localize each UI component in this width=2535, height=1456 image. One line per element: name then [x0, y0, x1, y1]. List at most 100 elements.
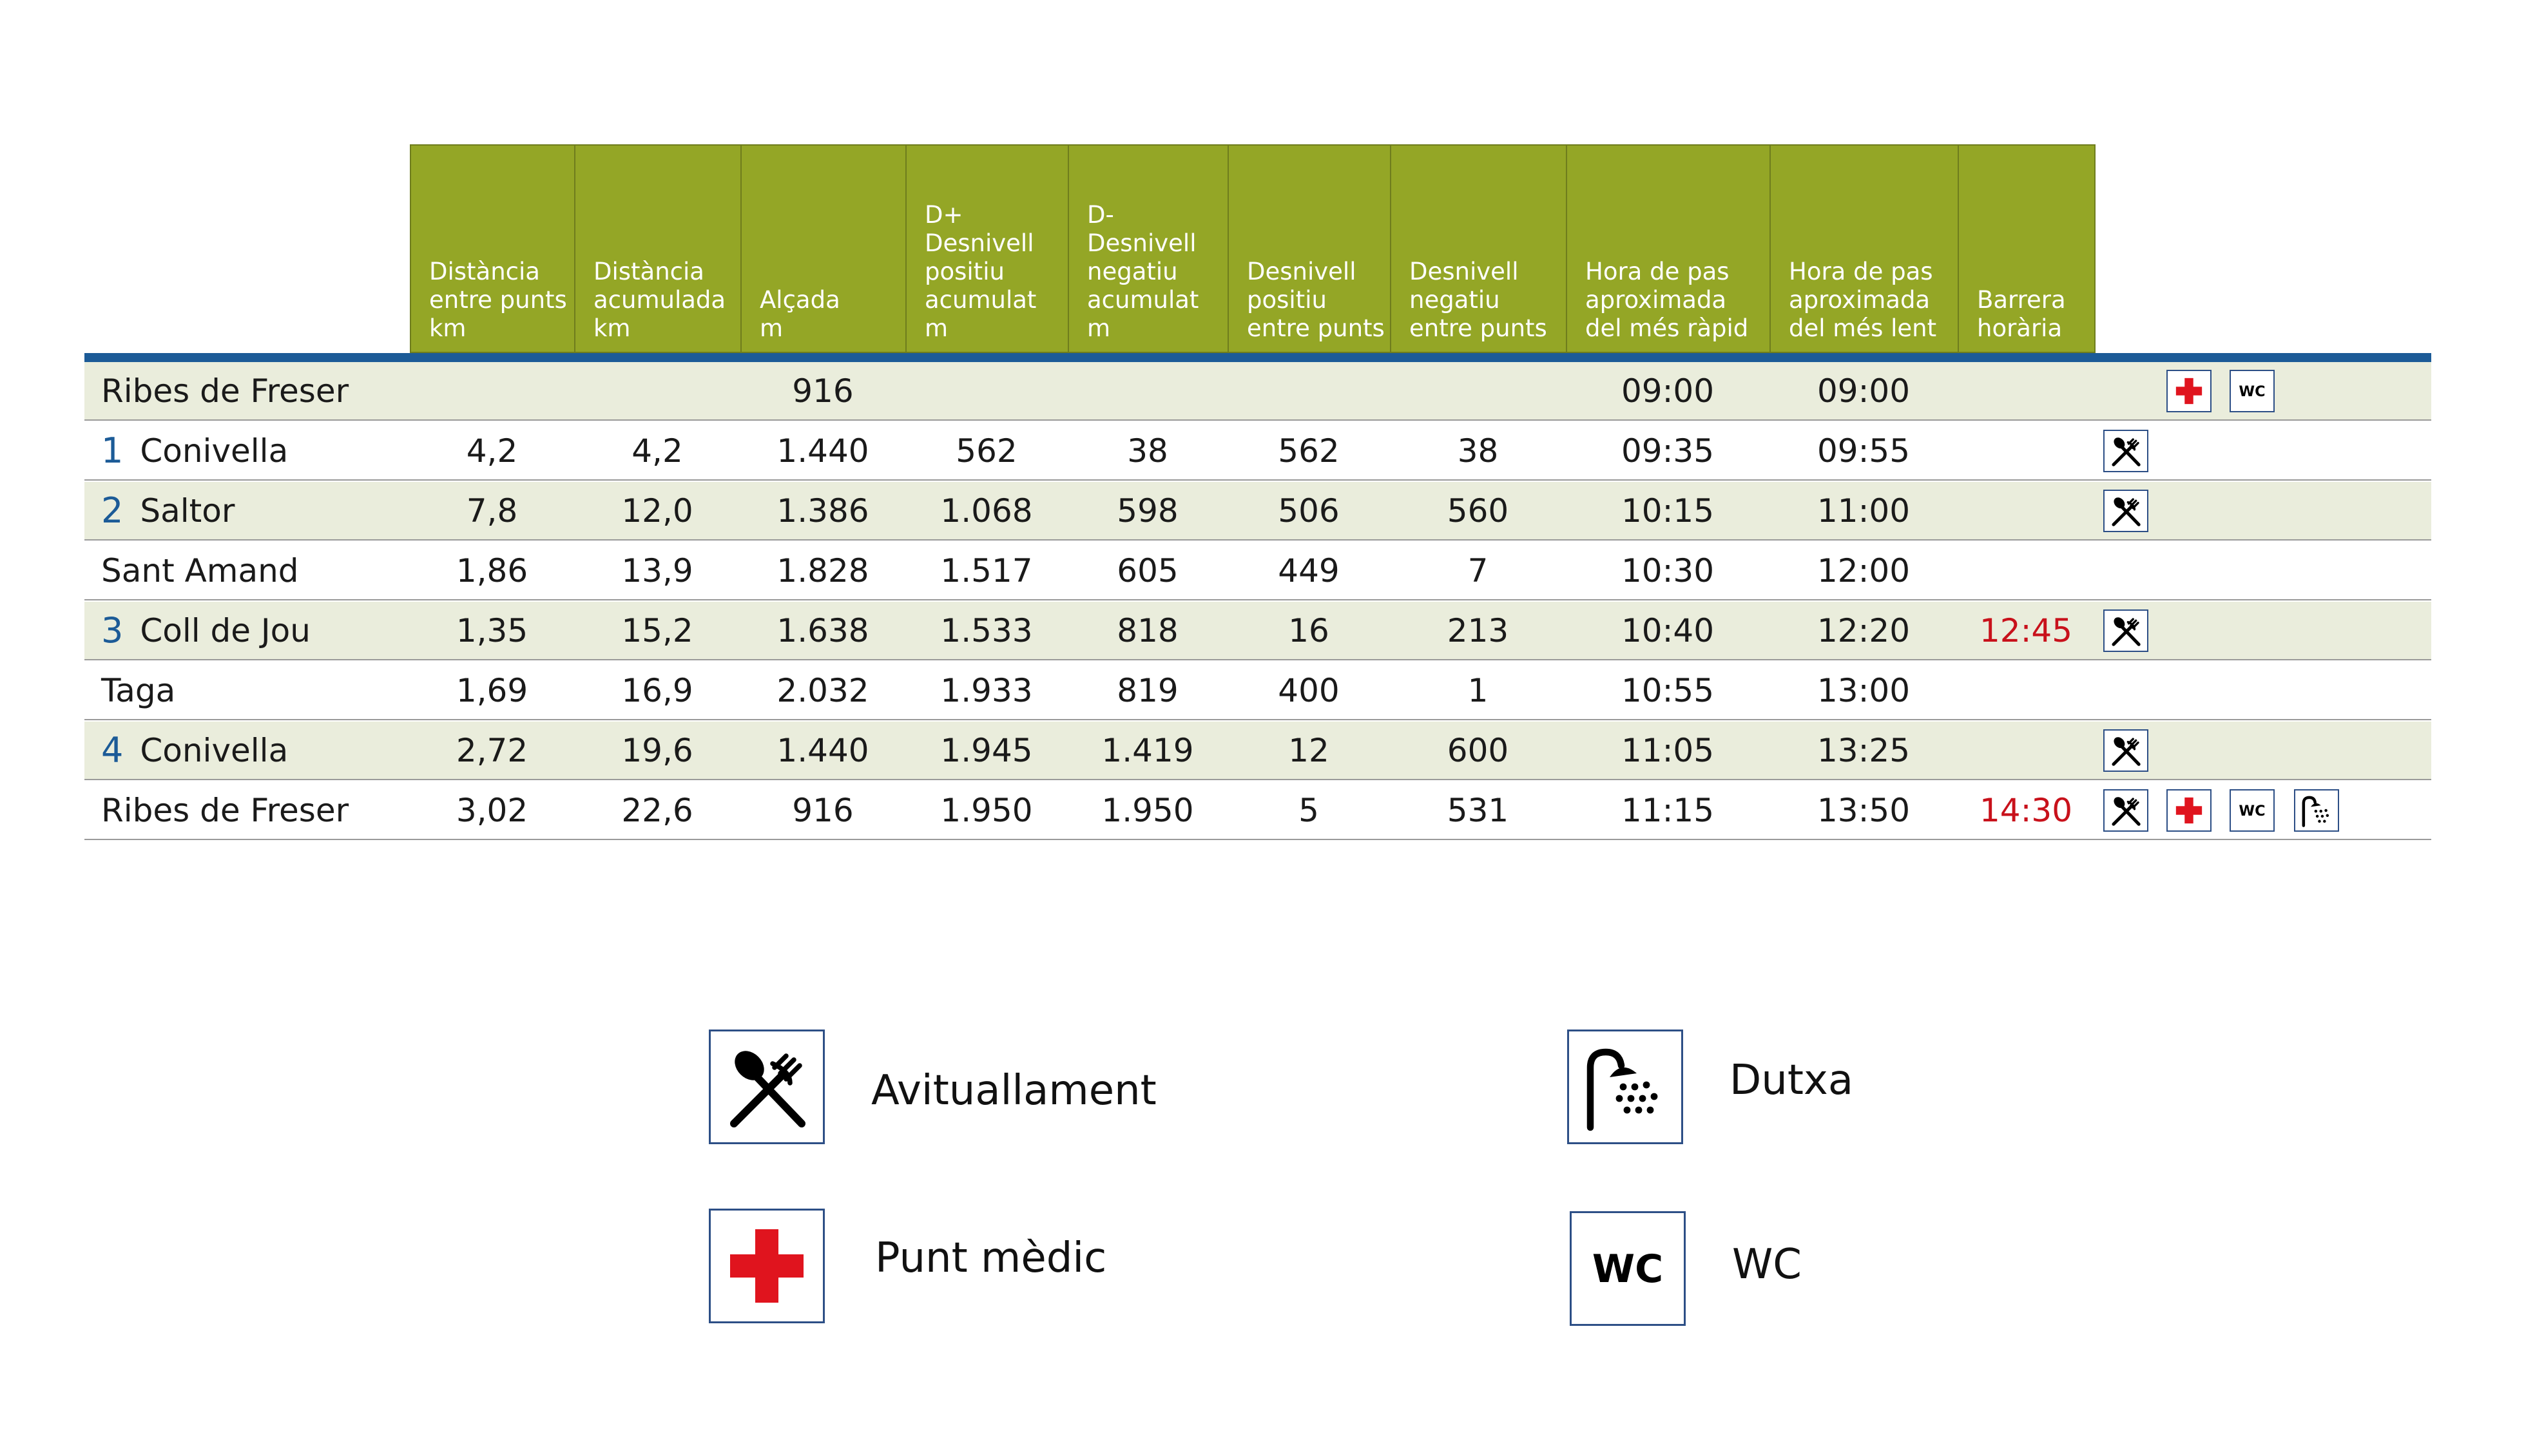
checkpoint-name: Ribes de Freser: [84, 781, 427, 839]
cell-posp: 449: [1278, 551, 1340, 589]
cell-fast: 10:40: [1621, 611, 1715, 649]
cell-slow: 11:00: [1817, 492, 1911, 530]
cell-negp: 7: [1467, 551, 1489, 589]
cell-dplus: 1.945: [940, 731, 1033, 769]
cell-dist: 1,35: [456, 611, 528, 649]
cell-acum: 12,0: [621, 492, 693, 530]
cell-dplus: 1.933: [940, 671, 1033, 709]
cell-acum: 19,6: [621, 731, 693, 769]
checkpoint-name: 4 Conivella: [84, 722, 427, 779]
medical-icon: [709, 1209, 825, 1323]
cell-dist: 1,86: [456, 551, 528, 589]
medical-icon: [2166, 370, 2212, 412]
header-alt: Alçada m: [740, 144, 907, 353]
cell-dist: 4,2: [466, 432, 518, 470]
cell-barrier: [1958, 362, 2094, 419]
table-row: Taga 1,69 16,9 2.032 1.933 819 400 1 10:55 13:00: [84, 662, 2431, 720]
legend-medical-label: Punt mèdic: [875, 1234, 1107, 1282]
cell-dplus: 562: [956, 432, 1017, 470]
checkpoint-name: Ribes de Freser: [84, 362, 427, 419]
cell-fast: 09:35: [1621, 432, 1715, 470]
header-barrier: Barrera horària: [1958, 144, 2096, 353]
checkpoint-number: 1: [101, 430, 124, 471]
cell-fast: 11:15: [1621, 791, 1715, 829]
food-icon: [2103, 789, 2148, 832]
cell-alt: 916: [792, 372, 854, 410]
cell-barrier: [1958, 482, 2094, 539]
header-label: Barrera horària: [1977, 286, 2066, 342]
cell-negp: [1390, 362, 1566, 419]
checkpoint-name: Taga: [84, 662, 427, 719]
cell-alt: 1.440: [776, 731, 869, 769]
table-row: 2 Saltor 7,8 12,0 1.386 1.068 598 506 560 10:15 11…: [84, 482, 2431, 541]
cell-acum: 4,2: [631, 432, 683, 470]
header-label: Distància acumulada km: [593, 258, 726, 342]
checkpoint-name: Sant Amand: [84, 542, 427, 599]
cell-alt: 916: [792, 791, 854, 829]
header-divider: [84, 353, 2431, 362]
food-icon: [709, 1030, 825, 1144]
cell-acum: 13,9: [621, 551, 693, 589]
cell-barrier: [1958, 722, 2094, 779]
cell-dist: 1,69: [456, 671, 528, 709]
cell-barrier: [1958, 662, 2094, 719]
legend-wc-label: WC: [1732, 1241, 1802, 1288]
cell-slow: 09:55: [1817, 432, 1911, 470]
cell-dist: 3,02: [456, 791, 528, 829]
cell-negp: 38: [1457, 432, 1499, 470]
legend-food-label: Avituallament: [871, 1067, 1157, 1115]
food-icon: [2103, 729, 2148, 772]
header-label: Hora de pas aproximada del més lent: [1789, 258, 1937, 342]
cell-posp: 400: [1278, 671, 1340, 709]
cell-dplus: 1.533: [940, 611, 1033, 649]
wc-icon: WC: [2230, 370, 2275, 412]
cell-alt: 1.440: [776, 432, 869, 470]
checkpoint-name: 1 Conivella: [84, 422, 427, 479]
shower-icon: [1567, 1030, 1683, 1144]
checkpoint-label: Ribes de Freser: [101, 372, 349, 410]
table-row: Sant Amand 1,86 13,9 1.828 1.517 605 449 7 10:30…: [84, 542, 2431, 600]
header-slow: Hora de pas aproximada del més lent: [1769, 144, 1959, 353]
medical-icon: [2166, 789, 2212, 832]
cell-dplus: 1.068: [940, 492, 1033, 530]
header-dplus: D+ Desnivell positiu acumulat m: [905, 144, 1069, 353]
wc-icon: WC: [1570, 1211, 1686, 1326]
cell-negp: 531: [1447, 791, 1509, 829]
cell-posp: 562: [1278, 432, 1340, 470]
cell-slow: 13:00: [1817, 671, 1911, 709]
checkpoint-label: Conivella: [140, 432, 289, 470]
svg-text:WC: WC: [1592, 1247, 1663, 1292]
header-dist: Distància entre punts km: [410, 144, 575, 353]
checkpoint-number: 3: [101, 610, 124, 651]
cell-posp: 506: [1278, 492, 1340, 530]
cell-acum: 15,2: [621, 611, 693, 649]
header-label: Desnivell negatiu entre punts: [1409, 258, 1547, 342]
cell-posp: 16: [1288, 611, 1329, 649]
header-posp: Desnivell positiu entre punts: [1228, 144, 1391, 353]
cell-dminus: 1.950: [1101, 791, 1194, 829]
cell-barrier: [1958, 422, 2094, 479]
checkpoint-name: 3 Coll de Jou: [84, 602, 427, 659]
food-icon: [2103, 490, 2148, 532]
checkpoint-label: Conivella: [140, 731, 289, 769]
cell-slow: 12:20: [1817, 611, 1911, 649]
cell-alt: 1.386: [776, 492, 869, 530]
header-acum: Distància acumulada km: [574, 144, 742, 353]
cell-negp: 560: [1447, 492, 1509, 530]
svg-text:WC: WC: [2239, 803, 2265, 819]
cell-dminus: 1.419: [1101, 731, 1194, 769]
cell-negp: 600: [1447, 731, 1509, 769]
cell-dminus: 598: [1117, 492, 1179, 530]
header-label: Distància entre punts km: [429, 258, 567, 342]
checkpoint-label: Coll de Jou: [140, 611, 311, 649]
cell-barrier: 12:45: [1979, 611, 2073, 649]
table-row: Ribes de Freser 3,02 22,6 916 1.950 1.950 5 531…: [84, 781, 2431, 840]
header-label: D- Desnivell negatiu acumulat m: [1087, 201, 1199, 342]
checkpoint-label: Sant Amand: [101, 551, 299, 589]
checkpoint-label: Saltor: [140, 492, 235, 530]
wc-icon: WC: [2230, 789, 2275, 832]
header-negp: Desnivell negatiu entre punts: [1390, 144, 1567, 353]
cell-barrier: [1958, 542, 2094, 599]
table-row: 3 Coll de Jou 1,35 15,2 1.638 1.533 818 16 213 10…: [84, 602, 2431, 660]
cell-slow: 13:25: [1817, 731, 1911, 769]
